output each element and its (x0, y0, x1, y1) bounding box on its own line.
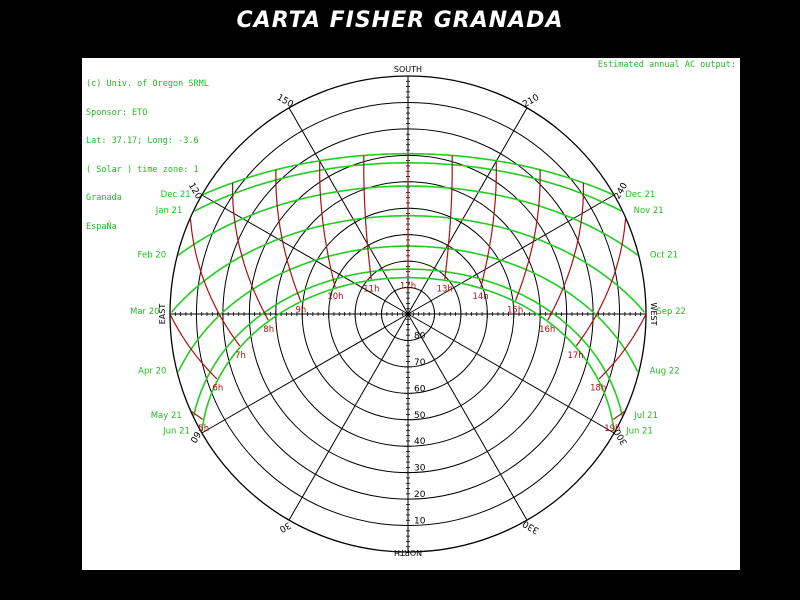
chart-panel: (c) Univ. of Oregon SRML Sponsor: ETO La… (82, 58, 740, 570)
azimuth-spoke (288, 313, 409, 521)
date-label: Sep 22 (656, 307, 686, 317)
hour-line (232, 182, 269, 321)
hour-label: 16h (539, 325, 555, 335)
azimuth-label: 30 (277, 519, 292, 534)
hour-label: 18h (590, 384, 606, 394)
hour-label: 19h (604, 424, 620, 434)
site-info-line: Granada (86, 193, 122, 203)
cardinal-north: NORTH (394, 548, 422, 557)
hour-line (598, 313, 647, 380)
hour-label: 7h (235, 351, 246, 361)
hour-line (575, 218, 627, 347)
elevation-label: 70 (414, 358, 426, 368)
date-label: Mar 20 (130, 307, 160, 317)
elevation-label: 60 (414, 384, 426, 394)
elevation-label: 20 (414, 490, 426, 500)
site-info-line: Lat: 37.17; Long: -3.6 (86, 136, 199, 146)
date-label: Jul 21 (633, 411, 658, 421)
hour-label: 12h (400, 282, 416, 292)
cardinal-east: EAST (158, 304, 167, 325)
azimuth-label: 330 (521, 518, 541, 535)
azimuth-spoke (201, 313, 409, 434)
azimuth-label: 210 (521, 93, 541, 110)
hour-line (444, 155, 453, 280)
azimuth-label: 150 (275, 93, 295, 110)
azimuth-spoke (288, 107, 409, 315)
hour-label: 15h (507, 306, 523, 316)
cardinal-west: WEST (649, 303, 658, 326)
date-label: Nov 21 (634, 206, 664, 216)
output-label: Estimated annual AC output: (597, 60, 736, 70)
site-info-line: (c) Univ. of Oregon SRML (86, 79, 209, 89)
date-label: May 21 (151, 411, 182, 421)
hour-line (613, 410, 626, 420)
page-title: CARTA FISHER GRANADA (236, 8, 564, 33)
hour-line (190, 410, 203, 420)
azimuth-spoke (407, 194, 615, 315)
date-label: Apr 20 (138, 367, 166, 377)
hour-label: 14h (472, 292, 488, 302)
hour-line (169, 313, 218, 380)
site-info-line: ( Solar ) time zone: 1 (86, 164, 199, 175)
date-label: Oct 21 (650, 250, 678, 260)
hour-line (363, 155, 372, 280)
elevation-label: 10 (414, 517, 426, 527)
hour-label: 17h (567, 351, 583, 361)
site-info-line: Sponsor: ETO (86, 107, 148, 118)
hour-label: 8h (263, 325, 274, 335)
site-info: (c) Univ. of Oregon SRML Sponsor: ETO La… (86, 61, 209, 251)
date-label: Jun 21 (162, 426, 190, 436)
date-line (201, 276, 615, 432)
elevation-label: 40 (414, 437, 426, 447)
azimuth-spoke (201, 194, 409, 315)
hour-line (189, 218, 241, 347)
date-label: Feb 20 (138, 250, 167, 260)
elevation-label: 50 (414, 411, 426, 421)
hour-label: 10h (327, 292, 343, 302)
azimuth-spoke (407, 313, 615, 434)
date-label: Dec 21 (625, 190, 655, 200)
date-label: Dec 21 (161, 190, 191, 200)
hour-label: 11h (363, 284, 379, 294)
hour-label: 6h (212, 384, 223, 394)
hour-line (319, 160, 336, 288)
site-info-line: EspaÑa (86, 221, 117, 232)
date-label: Jun 21 (625, 426, 653, 436)
date-label: Aug 22 (650, 367, 680, 377)
elevation-label: 30 (414, 464, 426, 474)
hour-label: 5h (198, 424, 209, 434)
cardinal-south: SOUTH (394, 65, 422, 74)
hour-line (480, 160, 497, 288)
azimuth-spoke (407, 107, 528, 315)
hour-line (514, 169, 541, 301)
hour-label: 13h (437, 284, 453, 294)
elevation-label: 80 (414, 331, 426, 341)
date-label: Jan 21 (155, 206, 183, 216)
hour-line (547, 182, 584, 321)
hour-line (275, 169, 302, 301)
azimuth-spoke (407, 313, 528, 521)
hour-label: 9h (295, 306, 306, 316)
